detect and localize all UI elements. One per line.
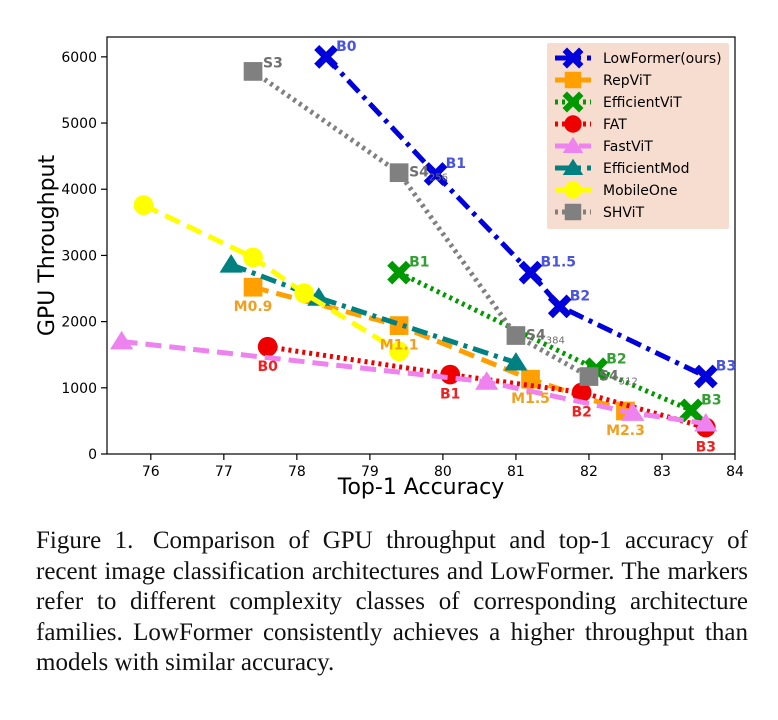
series-lowformer-ours- (314, 44, 718, 389)
x-tick-label: 80 (434, 464, 452, 480)
legend-entry: FastViT (603, 139, 653, 155)
y-tick-label: 2000 (61, 315, 97, 331)
data-point-marker (257, 336, 278, 357)
caption-text: Comparison of GPU throughput and top-1 a… (36, 527, 748, 676)
data-point-marker (387, 260, 411, 285)
point-label: B2 (570, 288, 590, 304)
data-point-marker (694, 413, 718, 432)
data-point-marker (243, 247, 263, 268)
y-tick-label: 4000 (61, 182, 97, 198)
data-point-marker (389, 163, 409, 183)
series-line (121, 338, 707, 427)
x-tick-label: 81 (507, 464, 525, 480)
point-label-subscript: 384 (546, 336, 565, 347)
series-fastvit (110, 330, 718, 432)
data-point-marker (564, 181, 582, 199)
series-line (142, 202, 401, 354)
x-tick-label: 78 (288, 464, 306, 480)
data-point-marker (475, 371, 499, 390)
axes: 76 77 78 79 80 81 82 83 84 0 1000 2000 3000 4000 5000 6… (61, 50, 744, 480)
data-point-marker (693, 364, 718, 389)
data-point-marker (562, 158, 584, 175)
series-layer (110, 44, 718, 438)
point-label: B2 (571, 404, 591, 420)
data-point-marker (564, 115, 582, 133)
x-tick-label: 79 (361, 464, 379, 480)
plot-frame (106, 36, 736, 455)
data-point-marker (562, 136, 584, 153)
y-tick-label: 3000 (61, 248, 97, 264)
series-line (251, 69, 591, 379)
data-point-marker (423, 162, 448, 186)
point-label-subscript: 512 (619, 377, 638, 388)
legend-entry: RepViT (603, 73, 652, 89)
series-line (230, 262, 517, 366)
y-tick-label: 0 (88, 447, 97, 463)
data-point-marker (219, 254, 243, 273)
data-point-marker (562, 47, 584, 69)
legend-entry: LowFormer(ours) (603, 51, 722, 67)
data-point-marker (504, 352, 528, 371)
series-shvit (243, 62, 599, 386)
point-label: B1.5 (541, 255, 576, 271)
throughput-accuracy-chart: 76 77 78 79 80 81 82 83 84 0 1000 2000 3000 4000 5000 6… (35, 36, 744, 500)
point-label: B3 (696, 440, 716, 456)
figure-caption: Figure 1. Comparison of GPU throughput a… (36, 526, 748, 679)
point-label: S3 (263, 55, 283, 71)
data-point-marker (314, 44, 338, 69)
point-label: B2 (606, 351, 626, 367)
point-label: B1 (446, 156, 466, 172)
legend-box (547, 43, 729, 229)
point-label: M0.9 (234, 299, 273, 315)
point-label-subscript: 256 (429, 173, 448, 184)
data-point-marker (243, 277, 263, 297)
legend-entry: MobileOne (603, 183, 677, 199)
point-label: B0 (257, 359, 278, 375)
point-label: S4384 (526, 328, 565, 347)
x-tick-label: 82 (580, 464, 598, 480)
data-point-marker (564, 71, 582, 89)
point-label: M2.3 (606, 423, 645, 439)
data-point-marker (562, 91, 584, 113)
x-tick-label: 83 (653, 464, 671, 480)
y-tick-label: 5000 (61, 116, 97, 132)
x-tick-label: 84 (726, 464, 744, 480)
series-line (267, 344, 707, 430)
data-point-marker (571, 382, 592, 403)
x-axis-label: Top-1 Accuracy (337, 475, 505, 500)
point-label: M1.1 (380, 338, 419, 354)
data-point-marker (506, 326, 526, 345)
y-tick-label: 1000 (61, 381, 97, 397)
legend-entry: EfficientMod (603, 161, 689, 177)
data-point-marker (518, 260, 543, 285)
y-axis-label: GPU Throughput (35, 155, 60, 337)
point-label: M1.5 (511, 391, 550, 407)
data-point-marker (579, 367, 599, 386)
legend: LowFormer(ours) RepViT EfficientViT FAT Fast… (547, 43, 729, 229)
series-mobileone (133, 195, 409, 362)
y-tick-label: 6000 (61, 50, 97, 66)
x-tick-label: 76 (142, 464, 160, 480)
point-label: B3 (716, 359, 736, 375)
point-label: S4512 (599, 369, 638, 388)
point-label: B1 (440, 387, 460, 403)
data-point-marker (547, 294, 572, 319)
data-point-marker (621, 402, 645, 421)
point-label: B3 (701, 392, 721, 408)
data-point-marker (110, 330, 134, 350)
legend-entry: SHViT (603, 205, 645, 221)
caption-label: Figure 1. (36, 527, 134, 554)
data-point-marker (564, 203, 582, 221)
data-point-marker (243, 62, 263, 81)
data-point-marker (294, 283, 315, 304)
point-label: B0 (336, 39, 357, 55)
data-point-marker (679, 398, 704, 423)
point-label: B1 (409, 255, 429, 271)
legend-entry: EfficientViT (603, 95, 682, 111)
data-point-marker (133, 195, 154, 215)
data-point-marker (389, 341, 409, 362)
x-tick-label: 77 (215, 464, 233, 480)
legend-entry: FAT (603, 117, 627, 133)
